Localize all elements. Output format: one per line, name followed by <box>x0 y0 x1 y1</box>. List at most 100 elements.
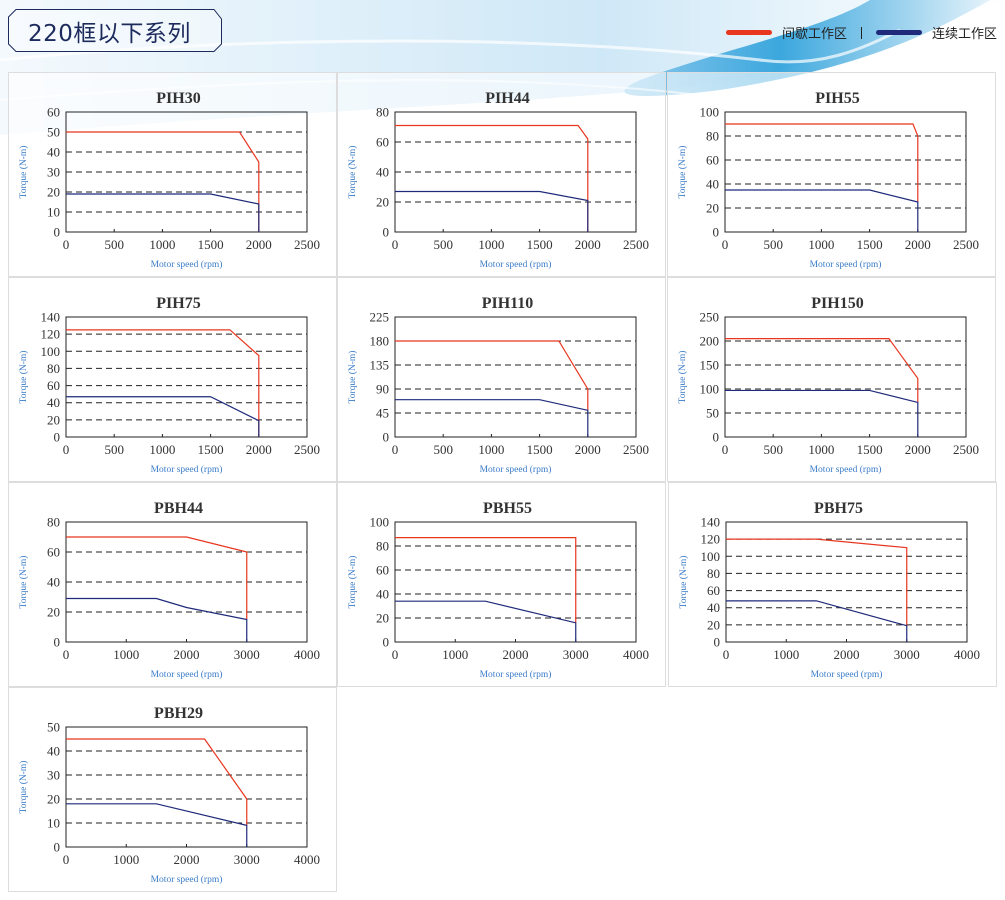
x-tick-label: 500 <box>104 237 124 252</box>
x-tick-label: 2000 <box>246 442 272 457</box>
intermittent-series-line <box>395 536 577 623</box>
y-tick-label: 140 <box>701 515 721 530</box>
x-tick-label: 1000 <box>478 442 504 457</box>
x-axis-label: Motor speed (rpm) <box>151 669 223 680</box>
chart-title: PIH150 <box>811 295 863 312</box>
x-axis-label: Motor speed (rpm) <box>151 874 223 885</box>
x-tick-label: 1000 <box>113 647 139 662</box>
y-tick-label: 10 <box>47 816 60 831</box>
continuous-series-line <box>725 189 919 232</box>
y-axis-label: Torque (N-m) <box>18 146 29 199</box>
x-tick-label: 3000 <box>234 647 260 662</box>
x-tick-label: 1000 <box>773 647 799 662</box>
y-tick-label: 0 <box>54 635 61 650</box>
y-axis-label: Torque (N-m) <box>347 556 358 609</box>
x-tick-label: 2000 <box>503 647 529 662</box>
intermittent-series-line <box>395 340 589 411</box>
y-tick-label: 40 <box>376 165 389 180</box>
chart-title: PBH55 <box>483 500 532 517</box>
y-tick-label: 0 <box>383 225 390 240</box>
x-tick-label: 3000 <box>563 647 589 662</box>
y-tick-label: 40 <box>47 744 60 759</box>
x-tick-label: 1000 <box>808 442 834 457</box>
y-tick-label: 30 <box>47 768 60 783</box>
y-tick-label: 60 <box>376 563 389 578</box>
y-tick-label: 100 <box>700 105 720 120</box>
x-tick-label: 500 <box>763 442 783 457</box>
y-tick-label: 0 <box>383 430 390 445</box>
y-tick-label: 20 <box>376 611 389 626</box>
chart-panel-pih150: PIH150 0 50 100 150 200 250 0 500 1000 1500 2000 250… <box>667 277 996 482</box>
plot-frame <box>394 111 637 233</box>
x-tick-label: 1000 <box>113 852 139 867</box>
x-tick-label: 1000 <box>149 237 175 252</box>
y-tick-label: 100 <box>41 344 61 359</box>
y-axis-label: Torque (N-m) <box>677 351 688 404</box>
chart-svg: PBH44 0 20 40 60 80 0 1000 2000 3000 4000 Motor spe… <box>18 500 320 680</box>
x-tick-label: 2000 <box>174 852 200 867</box>
intermittent-series-line <box>726 538 908 626</box>
x-tick-label: 4000 <box>294 647 320 662</box>
continuous-series-line <box>395 190 589 232</box>
chart-title: PBH75 <box>814 500 863 517</box>
chart-title: PIH30 <box>156 90 200 107</box>
plot-frame <box>65 316 308 438</box>
x-tick-label: 1000 <box>149 442 175 457</box>
y-tick-label: 20 <box>376 195 389 210</box>
x-axis-label: Motor speed (rpm) <box>811 669 883 680</box>
legend-separator <box>860 26 862 39</box>
x-tick-label: 1000 <box>478 237 504 252</box>
x-axis-label: Motor speed (rpm) <box>151 464 223 475</box>
legend: 间歇工作区 连续工作区 <box>725 23 997 42</box>
x-tick-label: 2000 <box>834 647 860 662</box>
x-tick-label: 2000 <box>905 237 931 252</box>
x-axis-label: Motor speed (rpm) <box>151 259 223 270</box>
y-tick-label: 100 <box>701 549 721 564</box>
plot-frame <box>394 521 637 643</box>
x-tick-label: 2000 <box>246 237 272 252</box>
x-tick-label: 0 <box>722 442 729 457</box>
y-tick-label: 0 <box>713 430 720 445</box>
y-axis-label: Torque (N-m) <box>677 146 688 199</box>
x-tick-label: 1500 <box>857 442 883 457</box>
y-tick-label: 60 <box>707 583 720 598</box>
x-axis-label: Motor speed (rpm) <box>480 259 552 270</box>
chart-panel-pih110: PIH110 0 45 90 135 180 225 0 500 1000 1500 2000 2500… <box>337 277 666 482</box>
x-tick-label: 500 <box>433 237 453 252</box>
y-tick-label: 225 <box>370 310 390 325</box>
y-tick-label: 120 <box>41 327 61 342</box>
plot-frame <box>394 316 637 438</box>
x-tick-label: 2500 <box>953 237 979 252</box>
continuous-series-line <box>66 803 248 847</box>
y-tick-label: 40 <box>47 145 60 160</box>
x-tick-label: 3000 <box>234 852 260 867</box>
y-tick-label: 80 <box>47 361 60 376</box>
y-tick-label: 20 <box>47 605 60 620</box>
y-axis-label: Torque (N-m) <box>18 556 29 609</box>
continuous-series-line <box>66 597 248 642</box>
x-tick-label: 2500 <box>294 442 320 457</box>
y-tick-label: 0 <box>713 225 720 240</box>
x-tick-label: 2000 <box>174 647 200 662</box>
plot-frame <box>65 111 308 233</box>
y-tick-label: 50 <box>47 125 60 140</box>
chart-title: PIH44 <box>485 90 529 107</box>
y-axis-label: Torque (N-m) <box>347 351 358 404</box>
x-tick-label: 0 <box>392 647 399 662</box>
y-tick-label: 90 <box>376 382 389 397</box>
y-tick-label: 45 <box>376 406 389 421</box>
x-axis-label: Motor speed (rpm) <box>480 669 552 680</box>
continuous-series-line <box>395 399 589 437</box>
x-tick-label: 1000 <box>808 237 834 252</box>
chart-panel-pbh55: PBH55 0 20 40 60 80 100 0 1000 2000 3000 4000 Motor … <box>337 482 666 687</box>
y-tick-label: 40 <box>47 575 60 590</box>
x-tick-label: 1500 <box>857 237 883 252</box>
y-tick-label: 0 <box>54 225 61 240</box>
x-tick-label: 0 <box>722 237 729 252</box>
page-title: 220框以下系列 <box>28 21 191 47</box>
x-tick-label: 1500 <box>527 442 553 457</box>
y-tick-label: 60 <box>47 105 60 120</box>
